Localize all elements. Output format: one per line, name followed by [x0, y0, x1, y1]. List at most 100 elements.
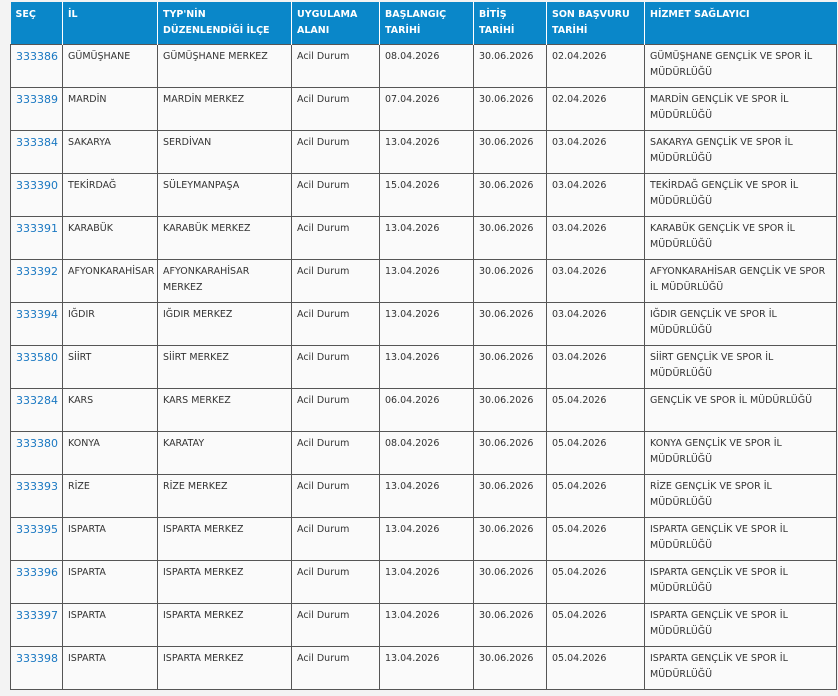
table-row: 333392 AFYONKARAHİSAR AFYONKARAHİSAR MERKE…: [10, 259, 837, 303]
header-son-basvuru-tarihi: SON BAŞVURU TARİHİ: [546, 2, 645, 45]
cell-baslangic-tarihi: 08.04.2026: [379, 431, 474, 475]
cell-hizmet-saglayici: SİİRT GENÇLİK VE SPOR İL MÜDÜRLÜĞÜ: [644, 345, 837, 389]
cell-bitis-tarihi: 30.06.2026: [473, 345, 547, 389]
cell-il: TEKİRDAĞ: [62, 173, 158, 217]
cell-uygulama-alani: Acil Durum: [291, 646, 380, 690]
cell-sec: 333580: [10, 345, 63, 389]
select-link[interactable]: 333580: [16, 351, 58, 364]
cell-il: ISPARTA: [62, 517, 158, 561]
cell-sec: 333384: [10, 130, 63, 174]
table-row: 333386 GÜMÜŞHANE GÜMÜŞHANE MERKEZ Acil Duru…: [10, 44, 837, 88]
select-link[interactable]: 333397: [16, 609, 58, 622]
cell-ilce: KARABÜK MERKEZ: [157, 216, 292, 260]
cell-hizmet-saglayici: ISPARTA GENÇLİK VE SPOR İL MÜDÜRLÜĞÜ: [644, 517, 837, 561]
select-link[interactable]: 333396: [16, 566, 58, 579]
select-link[interactable]: 333389: [16, 93, 58, 106]
cell-ilce: RİZE MERKEZ: [157, 474, 292, 518]
cell-ilce: MARDİN MERKEZ: [157, 87, 292, 131]
cell-il: SAKARYA: [62, 130, 158, 174]
cell-il: KARS: [62, 388, 158, 432]
cell-sec: 333391: [10, 216, 63, 260]
cell-son-basvuru-tarihi: 03.04.2026: [546, 345, 645, 389]
cell-uygulama-alani: Acil Durum: [291, 130, 380, 174]
table-row: 333389 MARDİN MARDİN MERKEZ Acil Durum 07.04…: [10, 87, 837, 131]
select-link[interactable]: 333284: [16, 394, 58, 407]
select-link[interactable]: 333395: [16, 523, 58, 536]
header-ilce: TYP'NİN DÜZENLENDİĞİ İLÇE: [157, 2, 292, 45]
cell-bitis-tarihi: 30.06.2026: [473, 646, 547, 690]
cell-uygulama-alani: Acil Durum: [291, 216, 380, 260]
cell-hizmet-saglayici: ISPARTA GENÇLİK VE SPOR İL MÜDÜRLÜĞÜ: [644, 646, 837, 690]
header-bitis-tarihi: BİTİŞ TARİHİ: [473, 2, 547, 45]
cell-baslangic-tarihi: 13.04.2026: [379, 517, 474, 561]
cell-sec: 333398: [10, 646, 63, 690]
cell-hizmet-saglayici: AFYONKARAHİSAR GENÇLİK VE SPOR İL MÜDÜRL…: [644, 259, 837, 303]
table-row: 333393 RİZE RİZE MERKEZ Acil Durum 13.04.202…: [10, 474, 837, 518]
cell-ilce: SİİRT MERKEZ: [157, 345, 292, 389]
cell-sec: 333393: [10, 474, 63, 518]
cell-son-basvuru-tarihi: 03.04.2026: [546, 130, 645, 174]
table-row: 333394 IĞDIR IĞDIR MERKEZ Acil Durum 13.04.2…: [10, 302, 837, 346]
cell-ilce: AFYONKARAHİSAR MERKEZ: [157, 259, 292, 303]
cell-bitis-tarihi: 30.06.2026: [473, 216, 547, 260]
table-row: 333390 TEKİRDAĞ SÜLEYMANPAŞA Acil Durum 15.0…: [10, 173, 837, 217]
cell-son-basvuru-tarihi: 05.04.2026: [546, 646, 645, 690]
select-link[interactable]: 333394: [16, 308, 58, 321]
cell-baslangic-tarihi: 15.04.2026: [379, 173, 474, 217]
table-row: 333396 ISPARTA ISPARTA MERKEZ Acil Durum 13.…: [10, 560, 837, 604]
header-sec: SEÇ: [10, 2, 63, 45]
select-link[interactable]: 333384: [16, 136, 58, 149]
cell-son-basvuru-tarihi: 03.04.2026: [546, 216, 645, 260]
cell-son-basvuru-tarihi: 05.04.2026: [546, 517, 645, 561]
cell-sec: 333390: [10, 173, 63, 217]
cell-ilce: KARATAY: [157, 431, 292, 475]
cell-bitis-tarihi: 30.06.2026: [473, 130, 547, 174]
select-link[interactable]: 333390: [16, 179, 58, 192]
cell-sec: 333394: [10, 302, 63, 346]
cell-uygulama-alani: Acil Durum: [291, 517, 380, 561]
select-link[interactable]: 333393: [16, 480, 58, 493]
select-link[interactable]: 333392: [16, 265, 58, 278]
cell-il: SİİRT: [62, 345, 158, 389]
cell-hizmet-saglayici: RİZE GENÇLİK VE SPOR İL MÜDÜRLÜĞÜ: [644, 474, 837, 518]
select-link[interactable]: 333398: [16, 652, 58, 665]
cell-ilce: ISPARTA MERKEZ: [157, 560, 292, 604]
cell-baslangic-tarihi: 06.04.2026: [379, 388, 474, 432]
cell-baslangic-tarihi: 08.04.2026: [379, 44, 474, 88]
cell-bitis-tarihi: 30.06.2026: [473, 560, 547, 604]
cell-il: MARDİN: [62, 87, 158, 131]
cell-ilce: SÜLEYMANPAŞA: [157, 173, 292, 217]
select-link[interactable]: 333386: [16, 50, 58, 63]
cell-baslangic-tarihi: 13.04.2026: [379, 302, 474, 346]
cell-son-basvuru-tarihi: 05.04.2026: [546, 603, 645, 647]
cell-hizmet-saglayici: KONYA GENÇLİK VE SPOR İL MÜDÜRLÜĞÜ: [644, 431, 837, 475]
cell-uygulama-alani: Acil Durum: [291, 259, 380, 303]
cell-sec: 333397: [10, 603, 63, 647]
cell-ilce: GÜMÜŞHANE MERKEZ: [157, 44, 292, 88]
table-row: 333398 ISPARTA ISPARTA MERKEZ Acil Durum 13.…: [10, 646, 837, 690]
cell-ilce: ISPARTA MERKEZ: [157, 603, 292, 647]
cell-son-basvuru-tarihi: 02.04.2026: [546, 44, 645, 88]
select-link[interactable]: 333391: [16, 222, 58, 235]
cell-uygulama-alani: Acil Durum: [291, 345, 380, 389]
cell-son-basvuru-tarihi: 03.04.2026: [546, 302, 645, 346]
cell-bitis-tarihi: 30.06.2026: [473, 44, 547, 88]
cell-son-basvuru-tarihi: 05.04.2026: [546, 474, 645, 518]
cell-son-basvuru-tarihi: 05.04.2026: [546, 388, 645, 432]
cell-uygulama-alani: Acil Durum: [291, 388, 380, 432]
cell-baslangic-tarihi: 13.04.2026: [379, 216, 474, 260]
cell-baslangic-tarihi: 13.04.2026: [379, 560, 474, 604]
cell-bitis-tarihi: 30.06.2026: [473, 259, 547, 303]
cell-uygulama-alani: Acil Durum: [291, 431, 380, 475]
cell-baslangic-tarihi: 13.04.2026: [379, 345, 474, 389]
cell-bitis-tarihi: 30.06.2026: [473, 517, 547, 561]
cell-sec: 333395: [10, 517, 63, 561]
cell-il: RİZE: [62, 474, 158, 518]
cell-uygulama-alani: Acil Durum: [291, 302, 380, 346]
header-il: İL: [62, 2, 158, 45]
select-link[interactable]: 333380: [16, 437, 58, 450]
cell-il: ISPARTA: [62, 603, 158, 647]
listings-table: SEÇ İL TYP'NİN DÜZENLENDİĞİ İLÇE UYGULAMA A…: [10, 2, 837, 690]
cell-il: IĞDIR: [62, 302, 158, 346]
cell-hizmet-saglayici: ISPARTA GENÇLİK VE SPOR İL MÜDÜRLÜĞÜ: [644, 603, 837, 647]
